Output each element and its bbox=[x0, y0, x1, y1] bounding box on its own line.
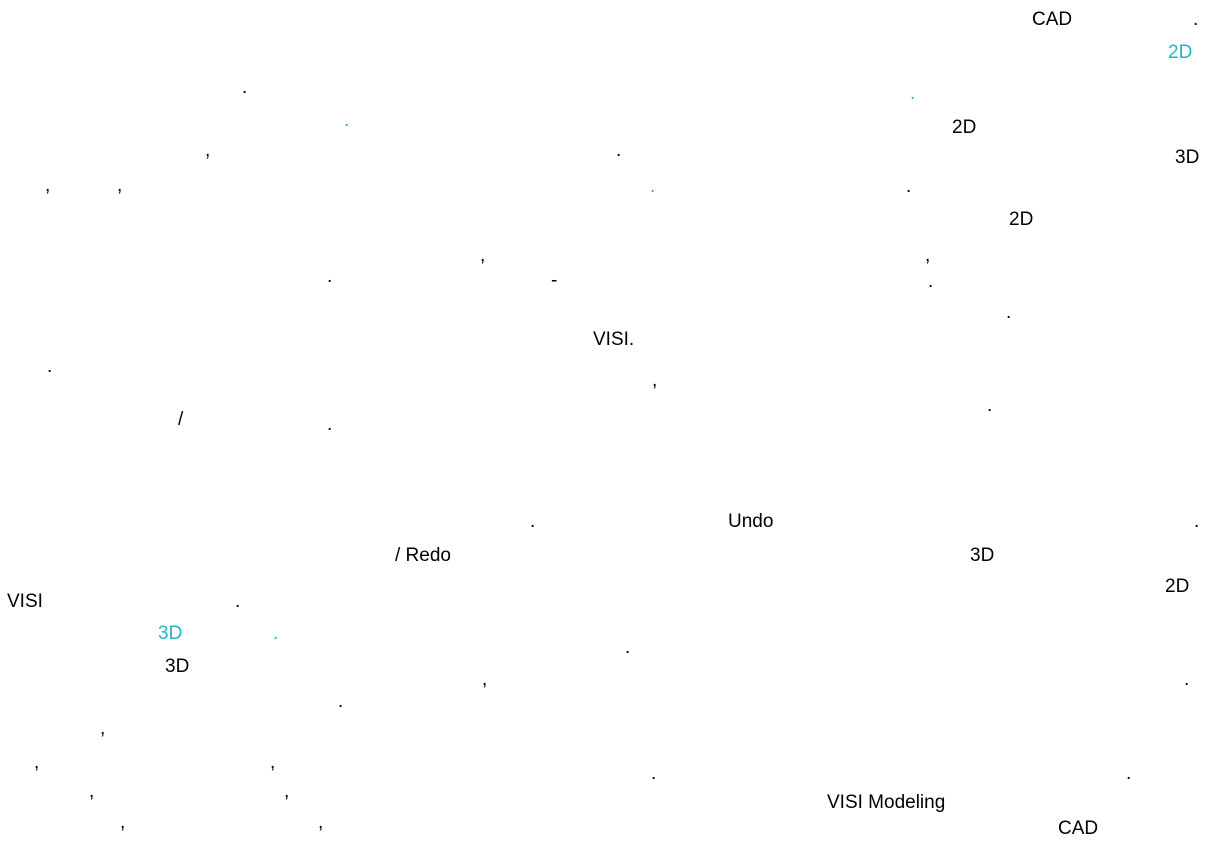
text-fragment: , bbox=[482, 669, 488, 690]
text-fragment: 2D bbox=[952, 117, 977, 138]
text-fragment: , bbox=[270, 752, 276, 773]
text-fragment: . bbox=[1194, 511, 1200, 532]
text-fragment: . bbox=[47, 356, 53, 377]
text-fragment: 2D bbox=[1009, 209, 1034, 230]
text-fragment: . bbox=[625, 637, 631, 658]
text-fragment: 3D bbox=[165, 656, 190, 677]
text-fragment: VISI Modeling bbox=[827, 792, 946, 813]
text-fragment: VISI bbox=[7, 591, 43, 612]
text-fragment: Undo bbox=[728, 511, 774, 532]
text-fragment: . bbox=[987, 395, 993, 416]
link-fragment[interactable]: . bbox=[273, 623, 279, 644]
text-fragment: , bbox=[318, 812, 324, 833]
text-fragment: , bbox=[284, 781, 290, 802]
text-fragment: . bbox=[1193, 9, 1199, 30]
text-fragment: , bbox=[120, 812, 126, 833]
text-fragment: . bbox=[928, 271, 934, 292]
text-fragment: VISI. bbox=[593, 329, 635, 350]
text-fragment: . bbox=[651, 763, 657, 784]
text-fragment: . bbox=[1126, 763, 1132, 784]
text-fragment: , bbox=[925, 245, 931, 266]
text-fragment: . bbox=[906, 176, 912, 197]
text-fragment: . bbox=[235, 591, 241, 612]
text-fragment: 2D bbox=[1165, 576, 1190, 597]
text-fragment: , bbox=[89, 781, 95, 802]
text-fragment: - bbox=[551, 270, 558, 291]
text-fragment: . bbox=[338, 691, 344, 712]
text-fragment: CAD bbox=[1058, 818, 1099, 839]
text-fragment: . bbox=[242, 77, 248, 98]
link-fragment[interactable]: 3D bbox=[158, 623, 183, 644]
text-fragment: , bbox=[205, 140, 211, 161]
link-fragment[interactable]: . bbox=[650, 176, 656, 197]
text-fragment: CAD bbox=[1032, 9, 1073, 30]
text-fragment: , bbox=[480, 245, 486, 266]
link-fragment[interactable]: . bbox=[910, 83, 916, 104]
text-fragment: , bbox=[45, 175, 51, 196]
text-fragment: / bbox=[178, 409, 184, 430]
link-fragment[interactable]: 2D bbox=[1168, 42, 1193, 63]
text-fragment: . bbox=[327, 414, 333, 435]
text-fragment: . bbox=[530, 511, 536, 532]
text-fragment: / Redo bbox=[395, 545, 451, 566]
text-fragment: 3D bbox=[970, 545, 995, 566]
text-fragment: . bbox=[1006, 302, 1012, 323]
text-fragment: , bbox=[34, 752, 40, 773]
text-fragment: . bbox=[327, 266, 333, 287]
text-fragment: . bbox=[616, 140, 622, 161]
text-fragment: . bbox=[1184, 669, 1190, 690]
text-fragment: , bbox=[100, 718, 106, 739]
text-fragment: 3D bbox=[1175, 147, 1200, 168]
text-fragment: , bbox=[117, 175, 123, 196]
link-fragment[interactable]: . bbox=[344, 110, 350, 131]
text-fragment: , bbox=[652, 370, 658, 391]
